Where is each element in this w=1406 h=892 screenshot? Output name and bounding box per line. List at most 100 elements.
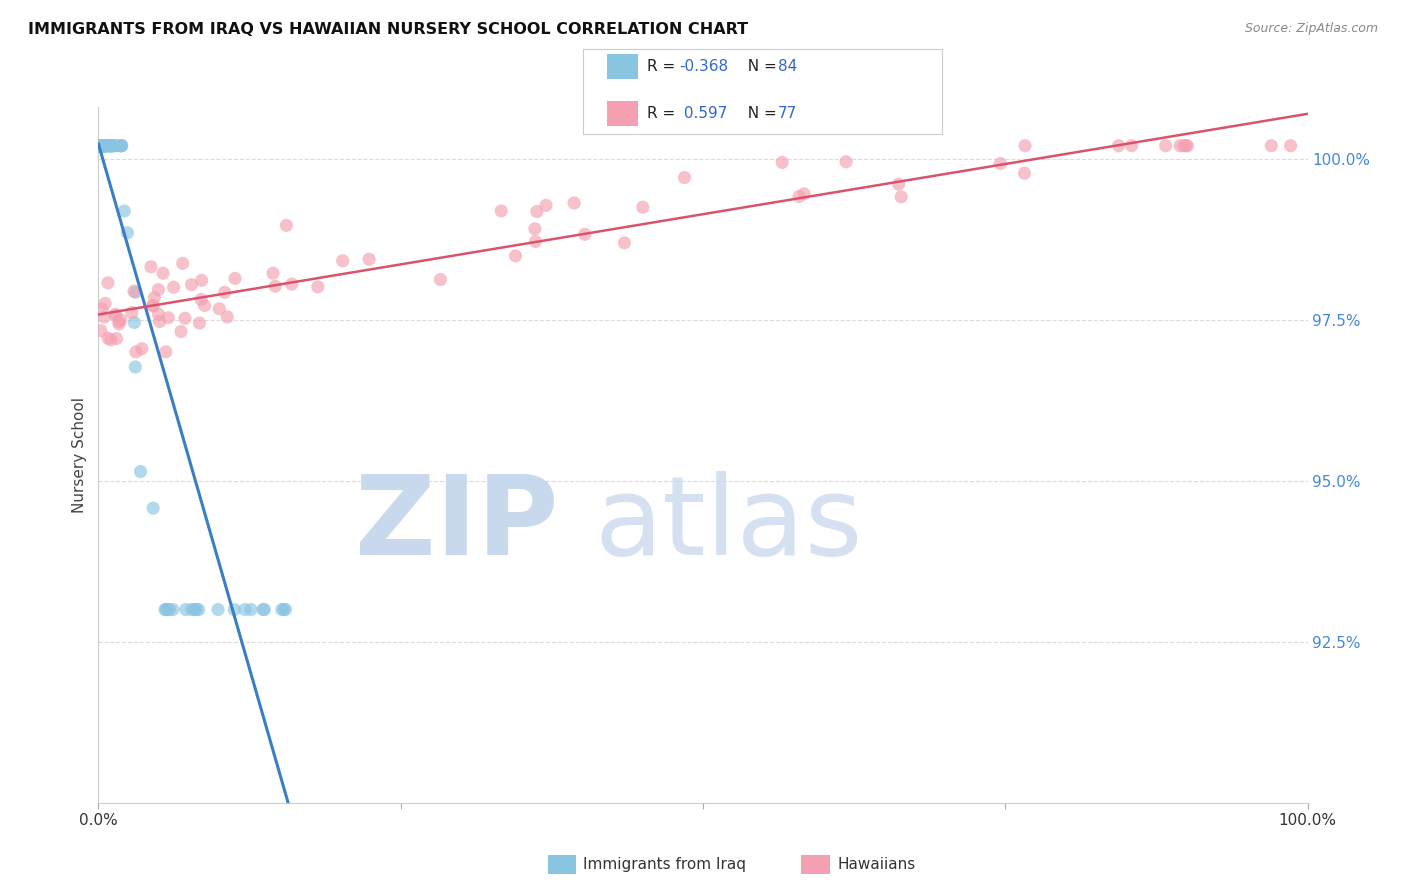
Point [111, 138, 134, 153]
Point [359, 252, 381, 267]
Point [89, 138, 111, 153]
Point [276, 219, 298, 233]
Point [1168, 138, 1191, 153]
Point [94, 138, 117, 153]
Point [104, 308, 127, 322]
Point [139, 260, 162, 274]
Point [91, 138, 114, 153]
Point [252, 602, 274, 616]
Point [887, 177, 910, 191]
Point [91, 138, 114, 153]
Text: 77: 77 [778, 106, 797, 120]
Point [98, 138, 121, 153]
Point [112, 204, 135, 219]
Point [93, 138, 115, 153]
Point [93, 138, 115, 153]
Text: IMMIGRANTS FROM IRAQ VS HAWAIIAN NURSERY SCHOOL CORRELATION CHART: IMMIGRANTS FROM IRAQ VS HAWAIIAN NURSERY… [28, 22, 748, 37]
Point [190, 273, 212, 287]
Point [93, 138, 115, 153]
Point [253, 602, 276, 616]
Point [890, 190, 912, 204]
Point [274, 602, 297, 616]
Point [787, 189, 810, 203]
Point [152, 266, 174, 280]
Point [271, 602, 294, 616]
Point [91, 138, 114, 153]
Point [122, 284, 145, 298]
Point [89, 138, 111, 153]
Point [142, 501, 165, 516]
Point [103, 138, 125, 153]
Point [108, 315, 131, 329]
Point [97, 276, 120, 290]
Text: -0.368: -0.368 [679, 60, 728, 74]
Point [97, 138, 120, 153]
Point [124, 359, 146, 374]
Point [174, 311, 197, 326]
Point [100, 138, 122, 153]
Point [673, 170, 696, 185]
Point [170, 325, 193, 339]
Point [117, 226, 139, 240]
Point [110, 312, 132, 326]
Point [155, 602, 177, 616]
Point [149, 314, 172, 328]
Point [89, 138, 111, 153]
Point [162, 602, 184, 616]
Point [214, 285, 236, 300]
Point [172, 256, 194, 270]
Point [94, 138, 117, 153]
Text: N =: N = [738, 106, 782, 120]
Point [217, 310, 239, 324]
Point [1014, 138, 1036, 153]
Point [281, 277, 304, 292]
Point [89, 138, 111, 153]
Point [1014, 166, 1036, 180]
Point [574, 227, 596, 242]
Point [143, 291, 166, 305]
Point [142, 299, 165, 313]
Point [224, 602, 246, 616]
Point [187, 602, 209, 616]
Point [111, 138, 134, 153]
Point [104, 307, 127, 321]
Point [100, 138, 122, 153]
Point [157, 602, 180, 616]
Text: R =: R = [647, 60, 681, 74]
Point [100, 138, 122, 153]
Point [1279, 138, 1302, 153]
Text: 0.597: 0.597 [679, 106, 727, 120]
Point [562, 196, 585, 211]
Point [631, 200, 654, 214]
Point [108, 138, 131, 153]
Point [93, 138, 115, 153]
Point [94, 296, 117, 310]
Point [180, 277, 202, 292]
Point [105, 332, 128, 346]
Point [101, 138, 124, 153]
Point [183, 602, 205, 616]
Point [332, 253, 354, 268]
Point [91, 138, 114, 153]
Point [90, 138, 112, 153]
Point [264, 279, 287, 293]
Point [124, 285, 146, 300]
Point [1108, 138, 1130, 153]
Point [613, 235, 636, 250]
Text: ZIP: ZIP [354, 471, 558, 578]
Point [90, 138, 112, 153]
Point [1177, 138, 1199, 153]
Point [207, 602, 229, 616]
Point [523, 222, 546, 236]
Point [98, 138, 121, 153]
Point [233, 602, 256, 616]
Point [94, 138, 117, 153]
Text: R =: R = [647, 106, 681, 120]
Point [100, 138, 122, 153]
Point [110, 138, 132, 153]
Point [101, 138, 124, 153]
Point [524, 235, 547, 249]
Point [534, 198, 557, 212]
Point [188, 316, 211, 330]
Point [142, 299, 165, 313]
